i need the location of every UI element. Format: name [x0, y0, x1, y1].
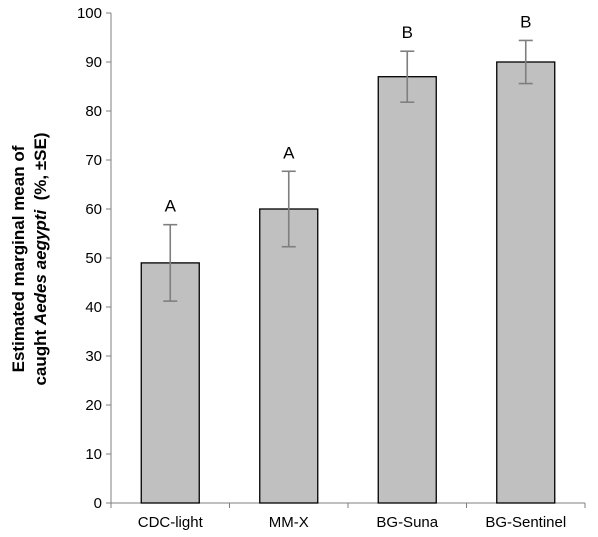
y-tick-label: 60: [85, 201, 102, 218]
y-tick-label: 100: [77, 5, 102, 22]
bar-mm-x: [259, 208, 319, 504]
y-tick-label: 20: [85, 397, 102, 414]
bar-bg-sentinel: [496, 61, 556, 504]
y-tick-label: 70: [85, 152, 102, 169]
y-tick-label: 80: [85, 103, 102, 120]
x-tick-label: MM-X: [269, 514, 309, 531]
y-axis-title-line2-prefix: caught: [31, 325, 50, 385]
y-tick-label: 90: [85, 54, 102, 71]
axes: 0 10 20 30 40 50 60 70 80 90 100: [77, 5, 586, 512]
x-tick-label: BG-Sentinel: [485, 514, 566, 531]
bar-bg-suna: [377, 76, 437, 504]
significance-label: A: [283, 143, 295, 162]
y-tick-label: 10: [85, 446, 102, 463]
y-tick-label: 30: [85, 348, 102, 365]
significance-label: B: [520, 12, 531, 31]
y-axis-title-unit: (%, ±SE): [31, 132, 50, 209]
x-tick-label: BG-Suna: [376, 514, 438, 531]
svg-text:Estimated marginal mean of: Estimated marginal mean of: [9, 145, 28, 372]
y-tick-label: 0: [94, 495, 102, 512]
y-tick-label: 50: [85, 250, 102, 267]
bars: A CDC-light A MM-X B BG-Suna B BG-Sentinel: [138, 12, 566, 531]
svg-text:caught Aedes aegypti (%, ±SE): caught Aedes aegypti (%, ±SE): [31, 132, 50, 385]
y-axis-title-line1: Estimated marginal mean of: [9, 145, 28, 372]
y-axis-title-species: Aedes aegypti: [31, 209, 50, 327]
y-axis-title: Estimated marginal mean of caught Aedes …: [9, 132, 50, 385]
significance-label: B: [402, 23, 413, 42]
x-tick-label: CDC-light: [138, 514, 204, 531]
significance-label: A: [165, 197, 177, 216]
y-tick-label: 40: [85, 299, 102, 316]
